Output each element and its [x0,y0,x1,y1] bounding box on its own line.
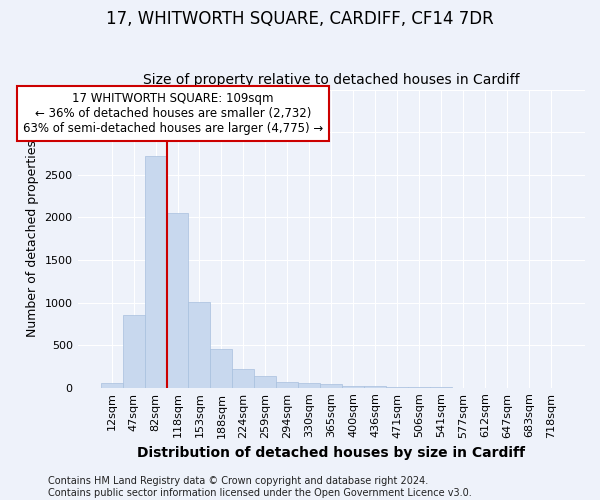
Bar [254,376,277,388]
Bar [167,213,188,388]
Text: 17 WHITWORTH SQUARE: 109sqm
← 36% of detached houses are smaller (2,732)
63% of : 17 WHITWORTH SQUARE: 109sqm ← 36% of det… [23,92,323,135]
Bar [386,387,408,388]
Bar [320,384,342,388]
Bar [364,386,386,388]
Bar [298,384,320,388]
Text: 17, WHITWORTH SQUARE, CARDIFF, CF14 7DR: 17, WHITWORTH SQUARE, CARDIFF, CF14 7DR [106,10,494,28]
Text: Contains HM Land Registry data © Crown copyright and database right 2024.
Contai: Contains HM Land Registry data © Crown c… [48,476,472,498]
Title: Size of property relative to detached houses in Cardiff: Size of property relative to detached ho… [143,73,520,87]
Bar [145,156,167,388]
Bar [277,382,298,388]
Bar [122,316,145,388]
Y-axis label: Number of detached properties: Number of detached properties [26,140,39,337]
Bar [342,386,364,388]
Bar [101,383,122,388]
Bar [232,368,254,388]
Bar [188,302,211,388]
X-axis label: Distribution of detached houses by size in Cardiff: Distribution of detached houses by size … [137,446,525,460]
Bar [211,349,232,388]
